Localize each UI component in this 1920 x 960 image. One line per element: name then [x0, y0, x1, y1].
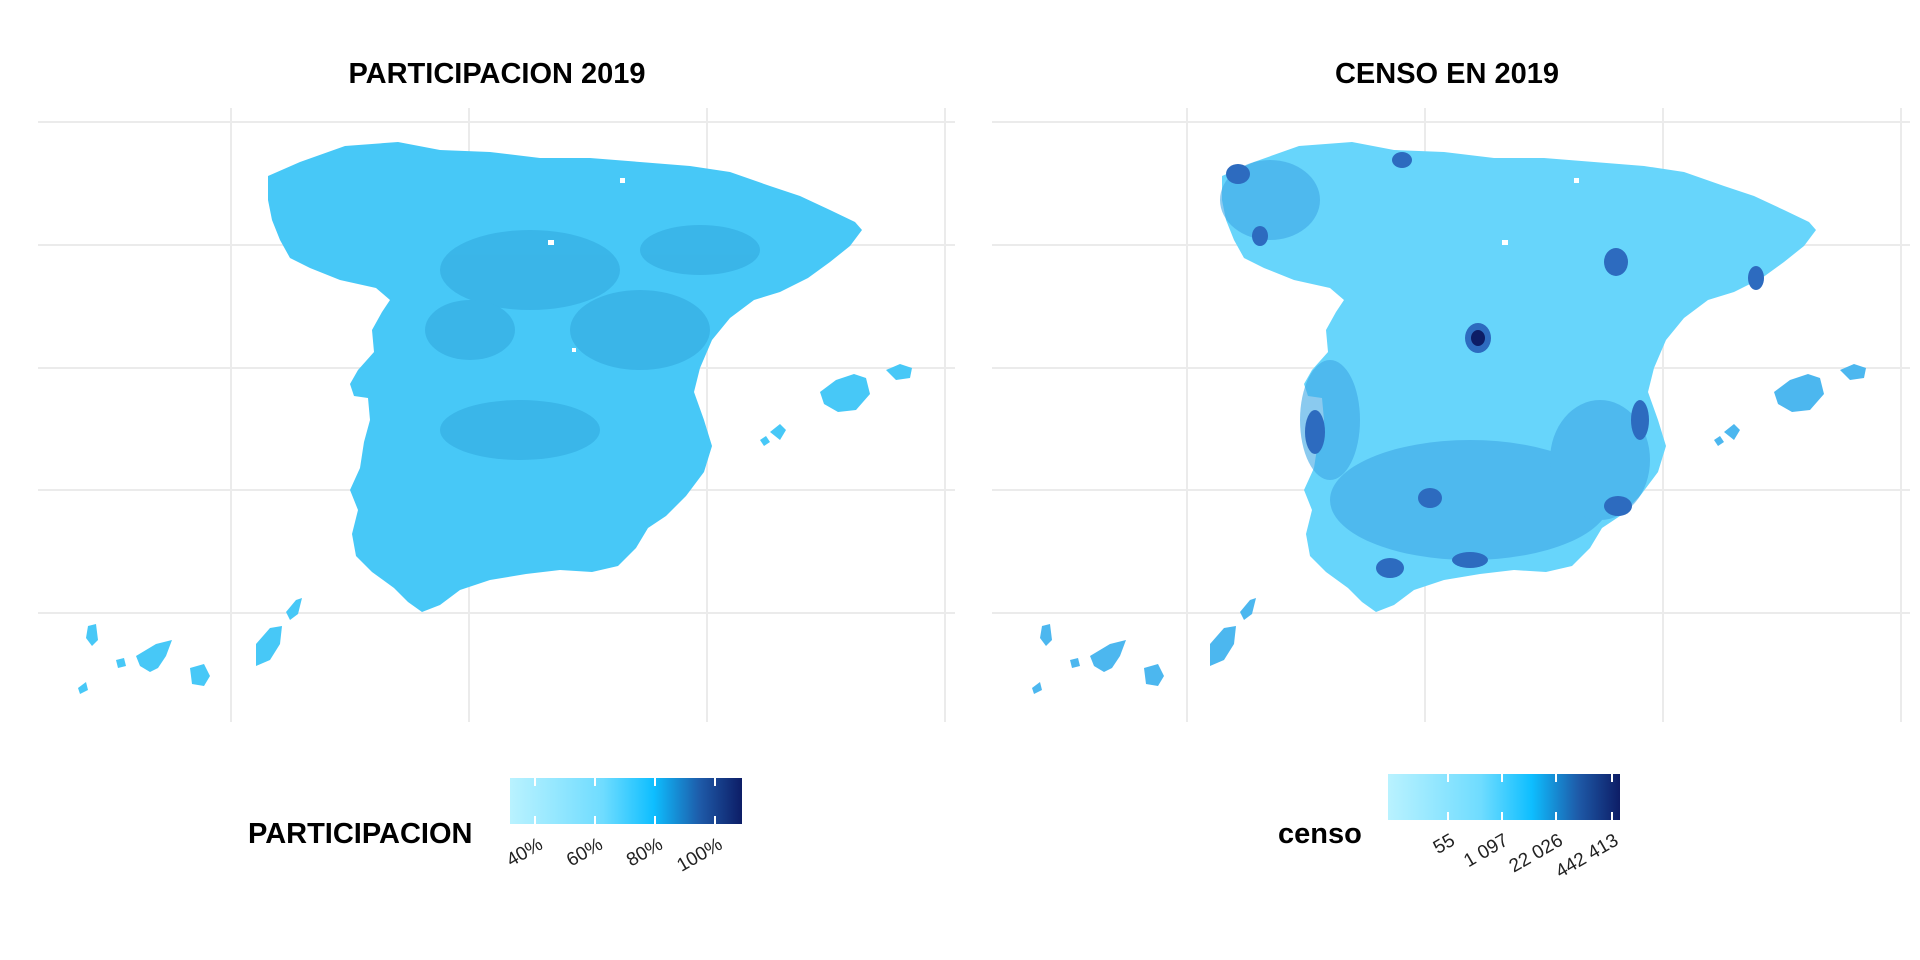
censo-gaps	[1502, 178, 1579, 245]
legend-bar-censo	[1388, 774, 1620, 820]
panel-title-censo: CENSO EN 2019	[1334, 58, 1560, 90]
map-participacion	[78, 142, 912, 694]
map-censo	[1032, 142, 1866, 694]
participacion-gaps	[548, 178, 625, 352]
legend-bar-participacion	[510, 778, 742, 824]
legend-title-participacion: PARTICIPACION	[248, 818, 473, 850]
censo-urban-areas	[1226, 152, 1764, 578]
panel-title-participacion: PARTICIPACION 2019	[348, 58, 646, 90]
balearic-islands	[760, 364, 912, 446]
legend-title-censo: censo	[1278, 818, 1362, 850]
legend-ticks-participacion	[534, 778, 716, 824]
participacion-darker-patches	[425, 225, 760, 460]
madrid-peak	[1471, 330, 1485, 346]
canary-islands	[78, 598, 302, 694]
legend-ticks-censo	[1447, 774, 1613, 820]
balearic-islands	[1714, 364, 1866, 446]
iberian-peninsula-shape	[268, 142, 862, 612]
canary-islands	[1032, 598, 1256, 694]
